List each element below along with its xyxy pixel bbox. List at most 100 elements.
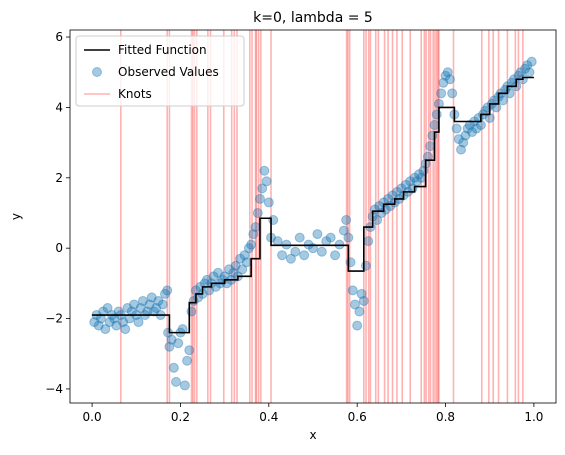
fitted-function-line <box>92 76 534 334</box>
observed-point <box>358 295 369 306</box>
observed-point <box>171 376 182 387</box>
observed-point <box>356 288 367 299</box>
observed-point <box>422 151 433 162</box>
observed-point <box>261 176 272 187</box>
y-tick-label: −4 <box>45 382 63 396</box>
observed-point <box>491 102 502 113</box>
observed-point <box>464 120 475 131</box>
x-tick-label: 1.0 <box>524 410 543 424</box>
observed-point <box>173 338 184 349</box>
observed-point <box>93 320 104 331</box>
observed-point <box>208 271 219 282</box>
observed-point <box>250 222 261 233</box>
observed-point <box>157 299 168 310</box>
observed-point <box>431 109 442 120</box>
observed-point <box>126 306 137 317</box>
observed-point <box>405 176 416 187</box>
observed-point <box>102 302 113 313</box>
observed-point <box>345 257 356 268</box>
observed-point <box>361 260 372 271</box>
observed-point <box>243 243 254 254</box>
observed-point <box>352 320 363 331</box>
observed-point <box>257 183 268 194</box>
observed-point <box>387 190 398 201</box>
observed-point <box>118 317 129 328</box>
observed-point <box>235 253 246 264</box>
legend-observed-swatch <box>92 67 102 77</box>
legend-fitted-label: Fitted Function <box>118 43 207 57</box>
observed-point <box>113 306 124 317</box>
observed-point <box>447 88 458 99</box>
observed-point <box>199 278 210 289</box>
observed-point <box>122 302 133 313</box>
observed-point <box>254 193 265 204</box>
observed-point <box>268 215 279 226</box>
observed-point <box>299 250 310 261</box>
observed-point <box>325 232 336 243</box>
observed-point <box>396 183 407 194</box>
observed-point <box>151 302 162 313</box>
observed-point <box>129 299 140 310</box>
observed-point <box>259 165 270 176</box>
legend-knots-label: Knots <box>118 87 152 101</box>
observed-point <box>414 169 425 180</box>
observed-point <box>438 77 449 88</box>
observed-point <box>330 250 341 261</box>
y-tick-label: −2 <box>45 312 63 326</box>
observed-point <box>111 320 122 331</box>
observed-point <box>363 236 374 247</box>
legend-observed-label: Observed Values <box>118 65 219 79</box>
observed-point <box>312 229 323 240</box>
observed-point <box>224 264 235 275</box>
observed-point <box>338 225 349 236</box>
observed-point <box>137 295 148 306</box>
observed-point <box>263 197 274 208</box>
observed-point <box>272 236 283 247</box>
observed-point <box>524 67 535 78</box>
observed-point <box>347 285 358 296</box>
observed-point <box>343 232 354 243</box>
x-axis-label: x <box>309 428 316 442</box>
observed-point <box>451 123 462 134</box>
chart-title: k=0, lambda = 5 <box>253 10 373 26</box>
observed-point <box>522 60 533 71</box>
observed-point <box>241 257 252 268</box>
observed-point <box>497 95 508 106</box>
observed-point <box>400 179 411 190</box>
observed-point <box>144 299 155 310</box>
y-tick-label: 0 <box>55 241 63 255</box>
observed-point <box>467 127 478 138</box>
observed-point <box>104 317 115 328</box>
observed-point <box>239 250 250 261</box>
observed-point <box>349 299 360 310</box>
observed-point <box>148 306 159 317</box>
observed-point <box>252 207 263 218</box>
legend-box <box>75 35 245 107</box>
observed-point <box>458 137 469 148</box>
observed-point <box>133 317 144 328</box>
observed-point <box>513 70 524 81</box>
y-axis-ticks: −4 −2 0 2 4 6 <box>45 30 70 396</box>
observed-point <box>98 306 109 317</box>
observed-point <box>460 130 471 141</box>
observed-point <box>135 302 146 313</box>
observed-point <box>246 239 257 250</box>
x-axis-ticks: 0.0 0.2 0.4 0.6 0.8 1.0 <box>83 403 543 424</box>
observed-point <box>146 292 157 303</box>
plot-frame <box>69 29 557 404</box>
observed-point <box>526 56 537 67</box>
observed-point <box>166 334 177 345</box>
observed-point <box>409 172 420 183</box>
observed-point <box>444 74 455 85</box>
observed-point <box>440 70 451 81</box>
observed-point <box>341 215 352 226</box>
observed-point <box>429 120 440 131</box>
y-tick-label: 2 <box>55 171 63 185</box>
observed-point <box>186 306 197 317</box>
observed-point <box>120 324 131 335</box>
observed-point <box>285 253 296 264</box>
x-tick-label: 0.2 <box>171 410 190 424</box>
observed-point <box>201 274 212 285</box>
y-axis-label: y <box>9 213 23 220</box>
observed-point <box>520 63 531 74</box>
